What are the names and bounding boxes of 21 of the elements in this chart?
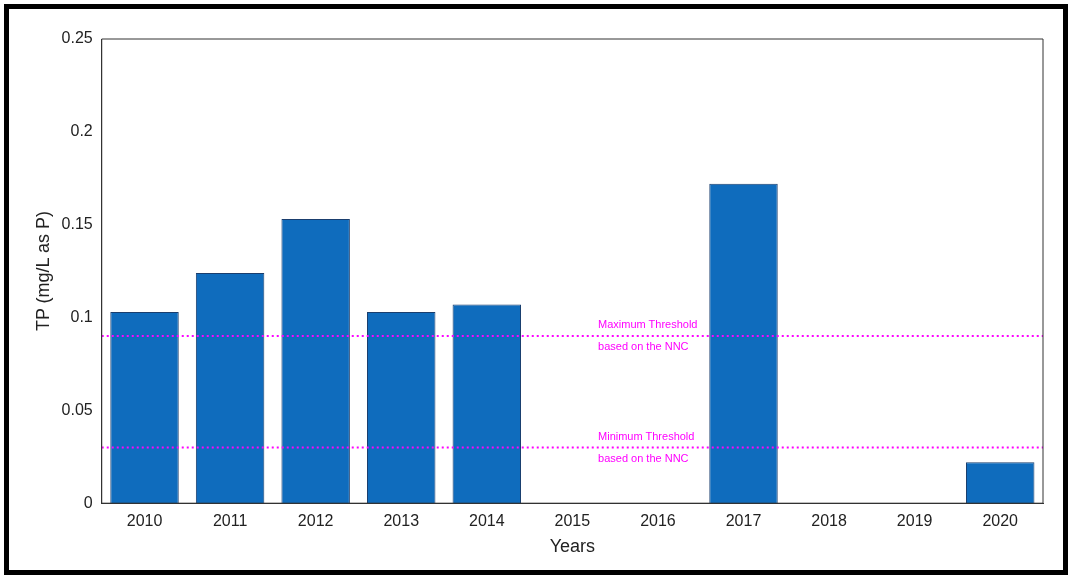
y-tick-label: 0	[83, 493, 93, 511]
x-axis-title: Years	[549, 536, 596, 557]
x-tick-label: 2014	[469, 512, 505, 530]
x-tick-label: 2020	[982, 512, 1019, 530]
x-tick-label: 2012	[297, 512, 334, 530]
x-tick-label: 2010	[126, 512, 163, 530]
y-tick-label: 0.2	[70, 122, 93, 140]
x-tick-label: 2018	[811, 512, 847, 530]
x-tick-label: 2013	[383, 512, 420, 530]
x-tick-label: 2017	[725, 512, 762, 530]
y-tick-label: 0.05	[61, 400, 93, 418]
y-tick-label: 0.1	[70, 307, 93, 325]
x-tick-label: 2019	[896, 512, 933, 530]
x-tick-label: 2015	[554, 512, 591, 530]
y-tick-label: 0.25	[61, 29, 93, 47]
ref-line-label: Maximum Threshold based on the NNC	[598, 318, 698, 353]
y-tick-label: 0.15	[61, 215, 93, 233]
x-tick-label: 2016	[640, 512, 676, 530]
x-tick-label: 2011	[212, 512, 248, 530]
ref-line-label: Minimum Threshold based on the NNC	[598, 429, 695, 464]
y-axis-title: TP (mg/L as P)	[32, 211, 53, 332]
